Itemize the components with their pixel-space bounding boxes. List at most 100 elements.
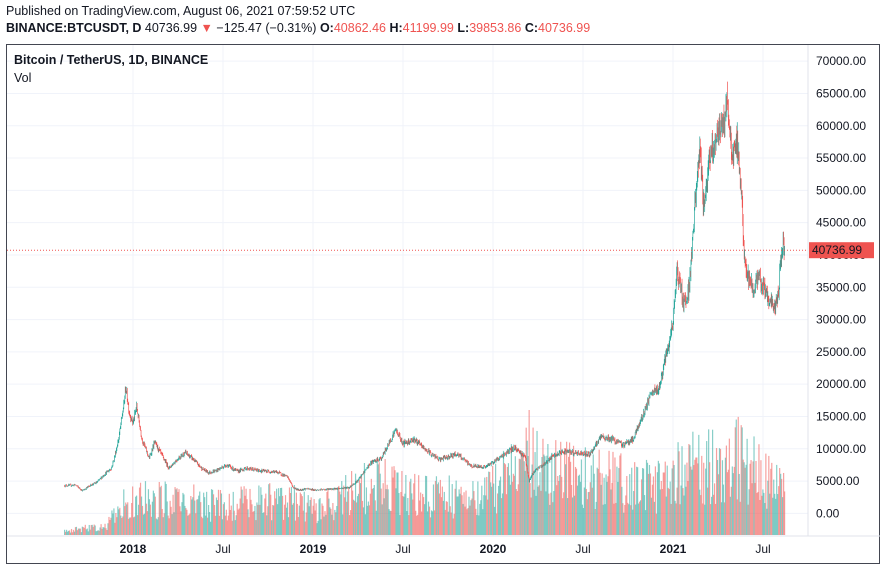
volume-bar-298 xyxy=(210,489,213,535)
volume-bar-68 xyxy=(97,530,99,535)
volume-bar-480 xyxy=(300,494,302,535)
volume-bar-572 xyxy=(346,501,348,535)
volume-bar-382 xyxy=(252,511,254,535)
volume-bar-514 xyxy=(317,520,319,535)
volume-bar-490 xyxy=(305,512,307,535)
published-caption: Published on TradingView.com, August 06,… xyxy=(6,4,356,18)
volume-bar-1112 xyxy=(612,451,614,535)
volume-bar-396 xyxy=(259,504,261,535)
volume-bar-328 xyxy=(225,509,227,535)
volume-bar-600 xyxy=(359,483,362,535)
volume-bar-592 xyxy=(355,502,358,535)
volume-bar-1364 xyxy=(736,499,738,535)
volume-bar-102 xyxy=(114,522,116,535)
volume-bar-524 xyxy=(322,505,324,535)
volume-bar-932 xyxy=(523,461,525,535)
volume-bar-994 xyxy=(554,453,556,535)
volume-bar-1048 xyxy=(580,459,583,535)
volume-bar-1356 xyxy=(732,473,734,535)
volume-bar-202 xyxy=(163,513,165,535)
volume-bar-250 xyxy=(187,515,189,535)
volume-bar-1004 xyxy=(559,474,561,535)
volume-bar-898 xyxy=(506,466,509,535)
volume-bar-260 xyxy=(192,497,194,535)
volume-bar-1298 xyxy=(704,504,706,535)
volume-bar-634 xyxy=(376,460,378,535)
volume-bar-104 xyxy=(115,512,117,535)
volume-bar-124 xyxy=(125,502,127,535)
volume-bar-1280 xyxy=(695,457,697,535)
volume-bar-1316 xyxy=(712,494,715,535)
volume-bar-190 xyxy=(157,517,159,535)
volume-bar-516 xyxy=(318,499,320,535)
volume-bar-998 xyxy=(556,485,558,535)
volume-bar-1162 xyxy=(637,467,639,535)
volume-bar-1086 xyxy=(599,472,601,535)
volume-bar-44 xyxy=(85,529,87,535)
volume-bar-928 xyxy=(521,451,523,535)
volume-bar-1448 xyxy=(778,486,780,535)
volume-bar-1392 xyxy=(750,460,752,535)
volume-bar-404 xyxy=(263,512,265,535)
volume-bar-232 xyxy=(178,489,180,535)
volume-bar-228 xyxy=(176,488,178,535)
volume-bar-1070 xyxy=(591,487,593,535)
volume-bar-664 xyxy=(391,466,393,535)
volume-bar-874 xyxy=(495,463,497,535)
volume-bar-650 xyxy=(384,459,386,535)
price-axis[interactable]: 0.00 5000.00 10000.00 15000.00 20000.00 25000… xyxy=(816,54,866,520)
high-label: H: xyxy=(389,21,403,35)
volume-bar-1250 xyxy=(680,485,682,535)
volume-bar-406 xyxy=(264,498,266,535)
volume-bar-1394 xyxy=(751,483,753,535)
volume-bar-64 xyxy=(95,531,97,535)
volume-bar-0 xyxy=(64,529,66,535)
volume-bar-274 xyxy=(199,491,201,535)
volume-bar-594 xyxy=(356,496,359,535)
volume-bar-1088 xyxy=(600,484,602,535)
volume-bar-394 xyxy=(258,485,260,535)
volume-bar-482 xyxy=(301,496,303,535)
volume-bar-1102 xyxy=(607,476,609,535)
volume-bar-136 xyxy=(131,502,133,535)
volume-bar-1124 xyxy=(618,468,620,535)
volume-bar-1142 xyxy=(627,502,629,535)
volume-bar-1072 xyxy=(592,454,594,535)
time-axis[interactable]: 2018 Jul 2019 Jul 2020 Jul 2021 Jul xyxy=(120,542,771,556)
volume-bar-968 xyxy=(541,457,543,535)
volume-bar-580 xyxy=(350,510,352,535)
volume-bar-764 xyxy=(440,497,442,535)
volume-bar-258 xyxy=(191,499,193,535)
chart-frame[interactable] xyxy=(6,44,880,564)
volume-bar-678 xyxy=(398,493,400,535)
volume-bar-142 xyxy=(134,516,136,535)
volume-bar-384 xyxy=(253,510,255,535)
volume-bar-624 xyxy=(371,488,373,535)
price-tick-label-6: 30000.00 xyxy=(816,313,866,327)
volume-bar-412 xyxy=(267,506,269,535)
volume-bar-726 xyxy=(422,493,424,535)
volume-bar-560 xyxy=(340,494,342,535)
volume-bar-640 xyxy=(379,473,381,535)
volume-bar-1450 xyxy=(779,468,781,535)
volume-bar-1412 xyxy=(760,460,762,535)
volume-bar-532 xyxy=(326,491,328,535)
volume-bar-804 xyxy=(460,486,462,535)
volume-bar-114 xyxy=(120,515,122,535)
volume-bar-1014 xyxy=(564,448,566,535)
volume-bar-74 xyxy=(100,524,102,535)
volume-bar-410 xyxy=(266,515,268,535)
volume-bar-776 xyxy=(446,501,448,535)
volume-bar-484 xyxy=(302,510,304,535)
volume-bar-454 xyxy=(287,517,290,535)
volume-bar-60 xyxy=(93,524,95,535)
volume-bar-170 xyxy=(147,489,150,535)
volume-bar-1456 xyxy=(782,497,784,535)
volume-bar-324 xyxy=(223,502,225,535)
volume-bar-1208 xyxy=(659,489,661,535)
volume-bar-300 xyxy=(211,489,214,535)
volume-bar-1096 xyxy=(604,504,606,535)
volume-bar-372 xyxy=(247,509,249,535)
volume-bar-702 xyxy=(410,478,412,535)
